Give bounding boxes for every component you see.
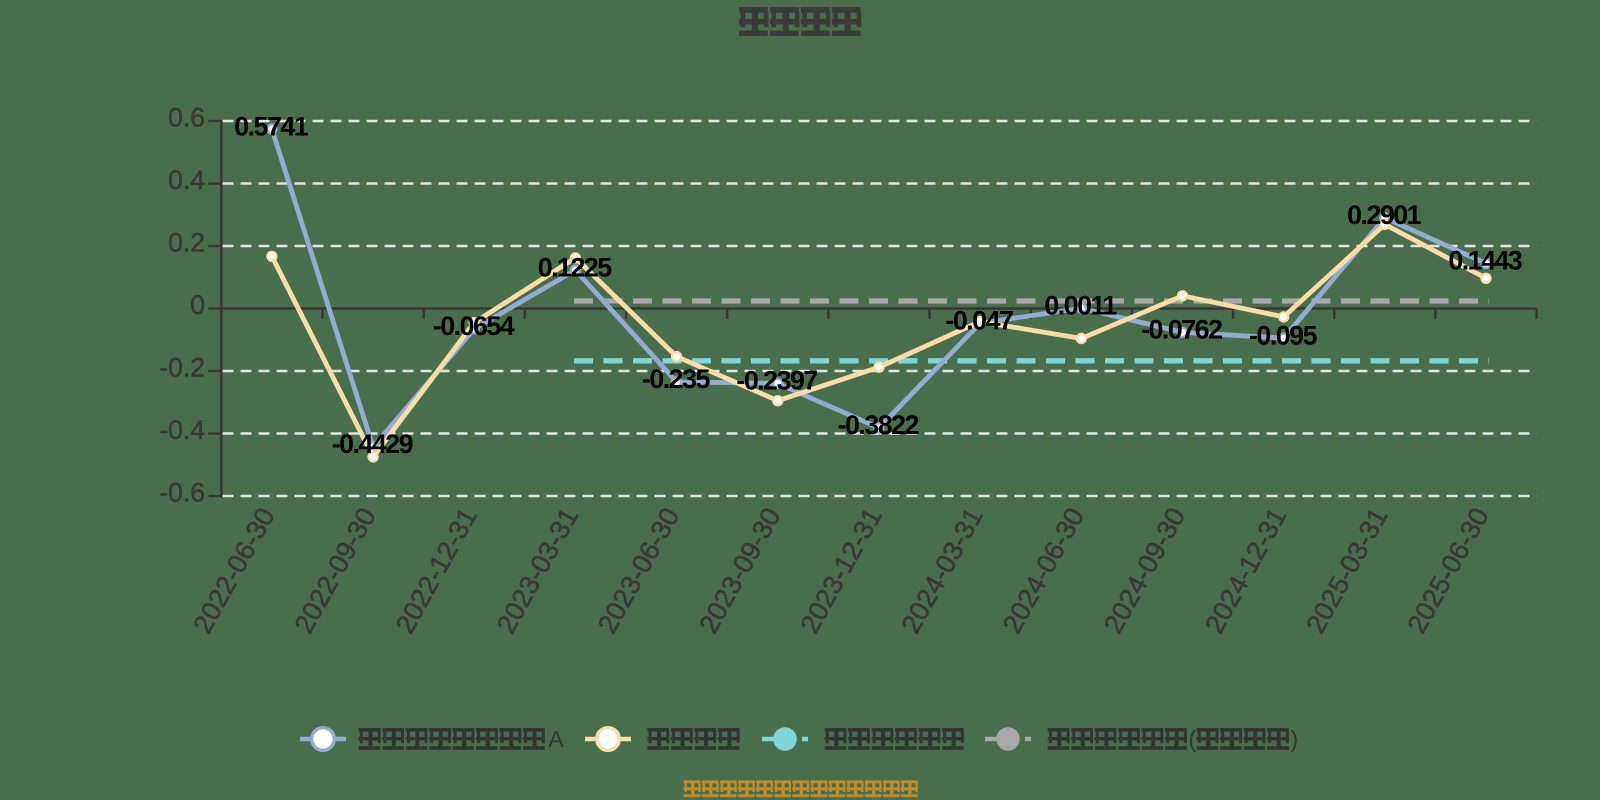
svg-text:0.1225: 0.1225 — [538, 252, 613, 282]
svg-text:): ) — [1291, 726, 1299, 752]
svg-text:-0.4429: -0.4429 — [332, 429, 413, 459]
svg-text:-0.095: -0.095 — [1249, 320, 1318, 350]
svg-text:0.6: 0.6 — [168, 103, 205, 133]
svg-text:-0.0654: -0.0654 — [433, 311, 515, 341]
svg-text:0.0011: 0.0011 — [1044, 290, 1117, 320]
svg-text:0.2: 0.2 — [168, 228, 205, 258]
svg-text:-0.0762: -0.0762 — [1141, 315, 1222, 345]
svg-text:-0.235: -0.235 — [642, 364, 711, 394]
svg-text:0.1443: 0.1443 — [1448, 246, 1522, 276]
svg-text:0.5741: 0.5741 — [234, 111, 309, 141]
svg-text:0: 0 — [190, 290, 205, 320]
svg-text:0.2901: 0.2901 — [1347, 200, 1422, 230]
svg-text:(: ( — [1189, 726, 1197, 752]
svg-text:-0.6: -0.6 — [159, 478, 205, 508]
svg-text:-0.2: -0.2 — [159, 353, 205, 383]
svg-text:-0.2397: -0.2397 — [736, 366, 817, 396]
svg-text:-0.3822: -0.3822 — [838, 410, 919, 440]
svg-text:-0.047: -0.047 — [945, 305, 1013, 335]
svg-text:-0.4: -0.4 — [159, 415, 205, 445]
svg-text:A: A — [548, 726, 564, 752]
svg-text:0.4: 0.4 — [168, 165, 205, 195]
